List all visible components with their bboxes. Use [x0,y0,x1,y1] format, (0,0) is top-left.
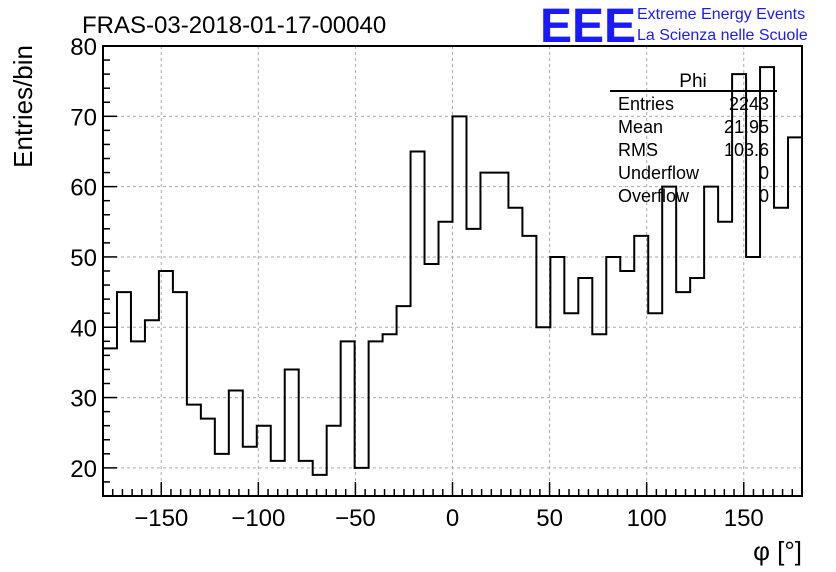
histogram-bin-33 [564,313,578,496]
logo-line-1: Extreme Energy Events [637,6,805,23]
axis-ticks [103,45,794,496]
histogram-bin-44 [718,222,732,496]
histogram-bin-2 [131,341,145,496]
stats-value-entries: 2243 [729,94,769,114]
y-tick-label-3: 50 [70,245,97,272]
y-tick-label-1: 30 [70,386,97,413]
histogram-bin-34 [578,278,592,496]
histogram-bin-24 [439,222,453,496]
chart-title: FRAS-03-2018-01-17-00040 [82,12,386,39]
x-tick-label-1: −100 [231,505,285,532]
histogram-bin-7 [201,419,215,496]
histogram-bin-43 [704,187,718,496]
y-tick-labels: 20 30 40 50 60 70 80 [70,34,97,483]
histogram-bin-19 [369,341,383,496]
stats-label-entries: Entries [618,94,674,114]
x-axis-label: φ [°] [753,536,802,566]
histogram-bin-8 [215,454,229,496]
histogram-bin-37 [620,271,634,496]
x-tick-labels: −150 −100 −50 0 50 100 150 [134,505,764,532]
stats-label-mean: Mean [618,117,663,137]
histogram-bin-15 [313,475,327,496]
histogram-bin-10 [243,447,257,496]
x-tick-label-3: 0 [446,505,459,532]
logo-line-2: La Scienza nelle Scuole [637,27,808,44]
stats-box: Phi Entries 2243 Mean 21.95 RMS 103.6 Underflo… [610,71,777,206]
y-tick-label-2: 40 [70,315,97,342]
histogram-bin-6 [187,405,201,496]
stats-value-overflow: 0 [759,186,769,206]
histogram-bin-13 [285,369,299,496]
histogram-bin-41 [676,292,690,496]
histogram-bin-48 [774,208,788,496]
x-tick-label-5: 100 [627,505,667,532]
histogram-bin-23 [425,264,439,496]
histogram-bin-39 [648,313,662,496]
histogram-bin-49 [788,137,802,496]
stats-value-underflow: 0 [759,163,769,183]
histogram-bin-30 [522,236,536,496]
histogram-bin-35 [592,334,606,496]
histogram-bin-26 [466,229,480,496]
x-tick-label-2: −50 [335,505,376,532]
histogram-bin-18 [355,468,369,496]
histogram-bin-14 [299,461,313,496]
histogram-bin-40 [662,187,676,496]
histogram-bin-0 [103,348,117,496]
histogram-bin-29 [508,208,522,496]
histogram-bin-16 [327,426,341,496]
histogram-bin-46 [746,257,760,496]
histogram-bin-36 [606,257,620,496]
eee-logo: EEE [540,0,636,53]
histogram-bin-31 [536,327,550,496]
histogram-outline [103,66,802,476]
x-tick-label-4: 50 [536,505,563,532]
stats-label-underflow: Underflow [618,163,700,183]
histogram-bin-22 [411,151,425,496]
histogram-bin-32 [550,257,564,496]
stats-title: Phi [679,71,706,92]
histogram-bin-38 [634,236,648,496]
histogram-bin-3 [145,320,159,496]
histogram-bin-45 [732,74,746,496]
histogram-bins [103,66,802,496]
stats-label-rms: RMS [618,140,658,160]
histogram-bin-20 [383,334,397,496]
y-tick-label-6: 80 [70,34,97,61]
histogram-bin-27 [480,173,494,496]
histogram-bin-17 [341,341,355,496]
histogram-bin-25 [453,116,467,496]
histogram-bin-9 [229,391,243,496]
histogram-bin-4 [159,271,173,496]
x-tick-label-6: 150 [724,505,764,532]
histogram-bin-28 [494,173,508,496]
histogram-bin-5 [173,292,187,496]
histogram-bin-21 [397,306,411,496]
y-tick-label-4: 60 [70,175,97,202]
y-tick-label-5: 70 [70,104,97,131]
y-tick-label-0: 20 [70,456,97,483]
stats-value-mean: 21.95 [724,117,769,137]
x-tick-label-0: −150 [134,505,188,532]
stats-value-rms: 103.6 [724,140,769,160]
stats-label-overflow: Overflow [618,186,690,206]
y-axis-label: Entries/bin [8,45,38,168]
histogram-bin-1 [117,292,131,496]
histogram-bin-42 [690,278,704,496]
